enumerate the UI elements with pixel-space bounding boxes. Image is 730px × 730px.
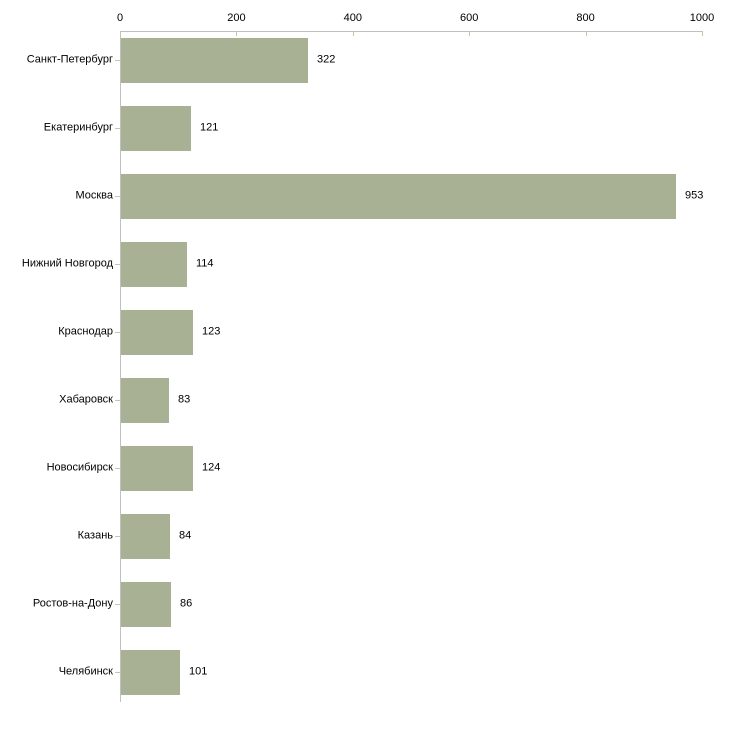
x-axis-tick-label: 200 — [227, 12, 246, 24]
value-label: 114 — [196, 257, 214, 270]
y-axis-tick — [115, 60, 120, 61]
y-axis-tick — [115, 672, 120, 673]
value-label: 83 — [178, 393, 191, 406]
y-axis-tick — [115, 536, 120, 537]
x-axis-tick-label: 800 — [576, 12, 595, 24]
y-axis-tick — [115, 196, 120, 197]
value-label: 322 — [317, 53, 336, 66]
x-axis-tick — [352, 32, 354, 36]
y-axis-tick — [115, 264, 120, 265]
x-axis-line — [120, 31, 703, 32]
category-label: Новосибирск — [46, 461, 113, 474]
bar — [121, 445, 193, 491]
x-axis-tick-label: 0 — [116, 12, 124, 24]
bar — [121, 37, 308, 83]
category-label: Хабаровск — [59, 393, 113, 406]
category-label: Краснодар — [58, 325, 113, 338]
bar — [121, 241, 187, 287]
y-axis-tick — [115, 400, 120, 401]
category-label: Челябинск — [58, 665, 113, 678]
x-axis-tick-label: 400 — [343, 12, 362, 24]
category-label: Екатеринбург — [43, 121, 113, 134]
value-label: 953 — [685, 189, 704, 202]
y-axis-line — [120, 31, 121, 702]
x-axis-tick-label: 600 — [460, 12, 479, 24]
category-label: Москва — [75, 189, 113, 202]
value-label: 121 — [200, 121, 219, 134]
bar — [121, 377, 169, 423]
value-label: 123 — [202, 325, 221, 338]
x-axis-tick — [236, 32, 238, 36]
x-axis-tick — [702, 32, 703, 36]
value-label: 101 — [189, 665, 208, 678]
x-axis-tick — [469, 32, 471, 36]
bar — [121, 581, 171, 627]
value-label: 86 — [180, 597, 193, 610]
x-axis-tick — [585, 32, 587, 36]
category-label: Нижний Новгород — [21, 257, 113, 270]
y-axis-tick — [115, 332, 120, 333]
y-axis-tick — [115, 604, 120, 605]
bar — [121, 105, 191, 151]
x-axis-tick-label: 1000 — [689, 12, 715, 24]
bar — [121, 649, 180, 695]
x-axis-tick — [120, 32, 121, 36]
bar — [121, 513, 170, 559]
bar — [121, 173, 676, 219]
category-label: Санкт-Петербург — [26, 53, 113, 66]
bar — [121, 309, 193, 355]
y-axis-tick — [115, 468, 120, 469]
y-axis-tick — [115, 128, 120, 129]
category-label: Казань — [77, 529, 113, 542]
value-label: 124 — [202, 461, 221, 474]
category-label: Ростов-на-Дону — [32, 597, 113, 610]
value-label: 84 — [179, 529, 192, 542]
